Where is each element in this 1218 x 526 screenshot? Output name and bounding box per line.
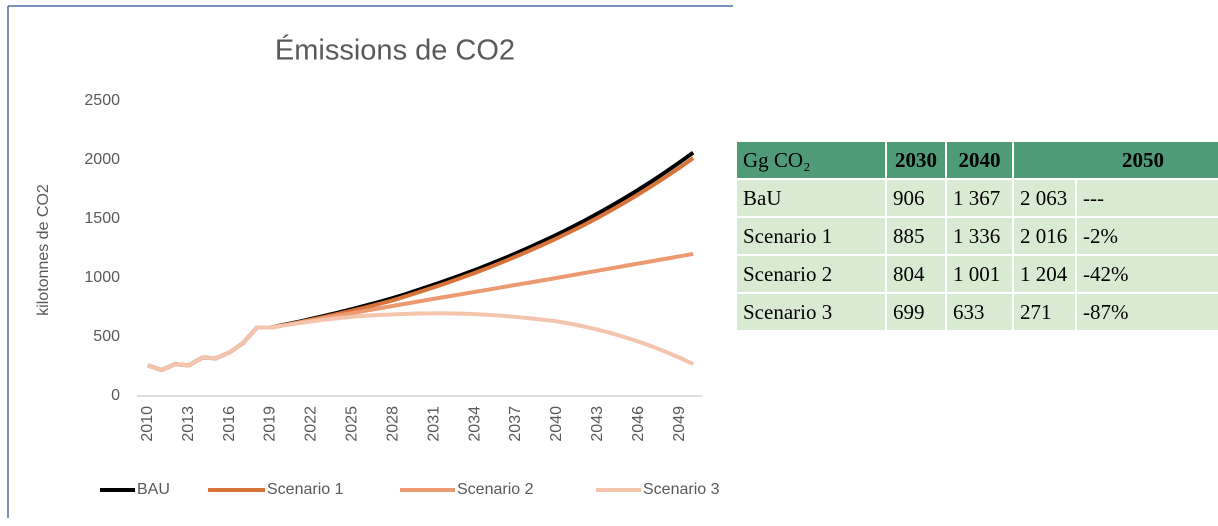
x-tick-label: 2037 — [507, 406, 524, 442]
table-cell: 804 — [885, 254, 947, 294]
x-tick-label: 2031 — [425, 406, 442, 442]
y-tick-label: 1000 — [84, 269, 120, 286]
table-row: Scenario 2 804 1 001 1 204 -42% — [735, 254, 1218, 294]
y-tick-label: 0 — [111, 387, 120, 404]
table-row: Scenario 3 699 633 271 -87% — [735, 292, 1218, 332]
table-cell: -42% — [1075, 254, 1218, 294]
table-cell: 1 336 — [945, 216, 1014, 256]
table-cell: BaU — [735, 178, 887, 218]
header-cell: 2030 — [885, 140, 947, 180]
y-tick-label: 1500 — [84, 210, 120, 227]
table-header: Gg CO₂ 2030 2040 2050 — [735, 140, 1218, 180]
header-cell: Gg CO₂ — [735, 140, 887, 180]
x-tick-label: 2022 — [303, 406, 320, 442]
header-cell: 2050 — [1012, 140, 1218, 180]
table-row: BaU 906 1 367 2 063 --- — [735, 178, 1218, 218]
table-cell: --- — [1075, 178, 1218, 218]
x-tick-label: 2013 — [180, 406, 197, 442]
legend-label: BAU — [137, 481, 170, 498]
x-tick-label: 2016 — [221, 406, 238, 442]
table-cell: 1 001 — [945, 254, 1014, 294]
y-axis-label: kilotonnes de CO2 — [35, 184, 52, 316]
y-tick-label: 2500 — [84, 92, 120, 109]
table-cell: 885 — [885, 216, 947, 256]
legend-label: Scenario 1 — [267, 481, 344, 498]
table-cell: Scenario 1 — [735, 216, 887, 256]
header-cell: 2040 — [945, 140, 1014, 180]
y-tick-label: 2000 — [84, 151, 120, 168]
table-cell: 1 367 — [945, 178, 1014, 218]
table-cell: -87% — [1075, 292, 1218, 332]
table-cell: 906 — [885, 178, 947, 218]
x-tick-label: 2028 — [384, 406, 401, 442]
x-tick-label: 2046 — [630, 406, 647, 442]
series-line — [147, 150, 695, 373]
chart-title: Émissions de CO2 — [275, 34, 515, 67]
y-tick-label: 500 — [93, 328, 120, 345]
series-line — [147, 311, 695, 373]
x-tick-label: 2049 — [671, 406, 688, 442]
x-tick-label: 2040 — [548, 406, 565, 442]
table-cell: Scenario 2 — [735, 254, 887, 294]
x-tick-label: 2025 — [344, 406, 361, 442]
table-container: Gg CO₂ 2030 2040 2050 BaU 906 1 367 2 063 --… — [735, 140, 1218, 385]
table-cell: 2 063 — [1012, 178, 1077, 218]
chart: Émissions de CO2 kilotonnes de CO2 0 500 1… — [7, 5, 733, 518]
table-cell: 633 — [945, 292, 1014, 332]
x-tick-label: 2010 — [139, 406, 156, 442]
x-tick-label: 2019 — [262, 406, 279, 442]
series-line — [147, 156, 695, 373]
legend-label: Scenario 3 — [643, 481, 720, 498]
table-cell: 699 — [885, 292, 947, 332]
x-tick-label: 2034 — [466, 406, 483, 442]
table: Gg CO₂ 2030 2040 2050 BaU 906 1 367 2 063 --… — [735, 140, 1218, 332]
table-cell: 271 — [1012, 292, 1077, 332]
table-cell: Scenario 3 — [735, 292, 887, 332]
table-cell: 1 204 — [1012, 254, 1077, 294]
table-cell: 2 016 — [1012, 216, 1077, 256]
x-tick-label: 2043 — [589, 406, 606, 442]
table-row: Scenario 1 885 1 336 2 016 -2% — [735, 216, 1218, 256]
table-cell: -2% — [1075, 216, 1218, 256]
legend-label: Scenario 2 — [457, 481, 534, 498]
